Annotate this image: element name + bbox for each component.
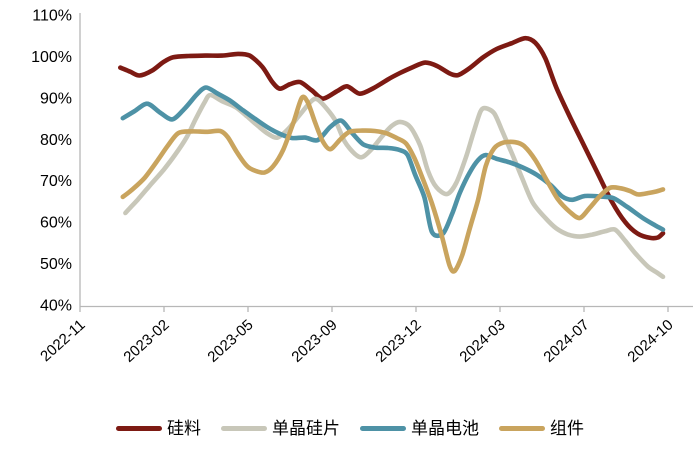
series-line-silicon: [118, 35, 666, 241]
x-axis-label: 2024-10: [624, 316, 676, 365]
legend-swatch-silicon: [116, 426, 162, 431]
legend-label-silicon: 硅料: [167, 419, 201, 438]
x-axis-label: 2022-11: [37, 316, 88, 365]
legend-item-mono-wafer: 单晶硅片: [221, 420, 340, 437]
series-line-mono-cell: [120, 85, 666, 239]
legend-item-mono-cell: 单晶电池: [360, 420, 479, 437]
y-axis-label: 70%: [40, 173, 72, 190]
y-axis-label: 80%: [40, 132, 72, 149]
x-axis-label: 2023-12: [372, 316, 424, 365]
x-axis-label: 2024-07: [540, 316, 592, 365]
legend-item-silicon: 硅料: [116, 420, 201, 437]
y-axis-label: 60%: [40, 215, 72, 232]
series-line-mono-wafer: [123, 92, 666, 280]
legend-label-mono-cell: 单晶电池: [411, 419, 479, 438]
y-axis-label: 110%: [32, 8, 72, 25]
y-axis-label: 40%: [40, 298, 72, 315]
legend-item-module: 组件: [499, 420, 584, 437]
legend-swatch-module: [499, 426, 545, 431]
series-line-module: [120, 94, 666, 274]
axes: [79, 13, 693, 308]
chart-legend: 硅料 单晶硅片 单晶电池 组件: [0, 420, 700, 437]
x-axis-label: 2023-02: [120, 316, 172, 365]
x-axis-label: 2024-03: [456, 316, 508, 365]
y-axis-label: 90%: [40, 90, 72, 107]
legend-label-mono-wafer: 单晶硅片: [272, 419, 340, 438]
legend-label-module: 组件: [550, 419, 584, 438]
x-axis-label: 2023-09: [288, 316, 340, 365]
x-axis-label: 2023-05: [204, 316, 256, 365]
legend-swatch-mono-cell: [360, 426, 406, 431]
legend-swatch-mono-wafer: [221, 426, 267, 431]
y-axis-label: 100%: [31, 49, 72, 66]
y-axis-label: 50%: [40, 256, 72, 273]
